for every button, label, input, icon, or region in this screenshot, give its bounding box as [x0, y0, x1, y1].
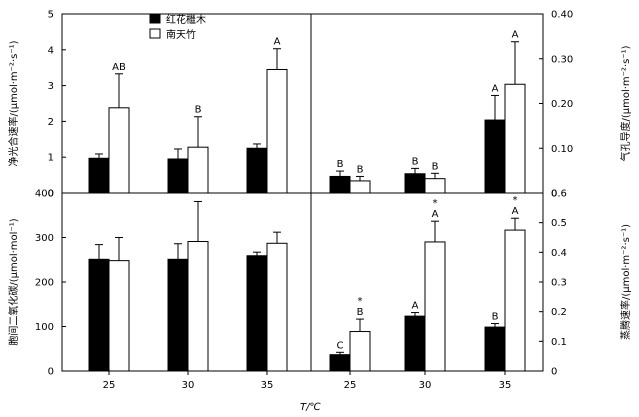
x-tick-label: 25: [103, 380, 116, 391]
significance-label: A: [432, 209, 439, 220]
y-tick-label: 2: [48, 117, 54, 128]
bar: [167, 258, 189, 372]
bar: [88, 157, 110, 194]
y-tick-label: 0: [551, 189, 557, 200]
x-tick-label: 35: [499, 380, 512, 391]
x-tick-label: 35: [261, 380, 274, 391]
significance-label: *: [513, 195, 518, 206]
significance-label: A: [492, 83, 499, 94]
bar: [329, 354, 351, 372]
bar: [167, 158, 189, 194]
bar: [246, 255, 268, 372]
significance-label: B: [412, 156, 419, 167]
significance-label: A: [274, 37, 281, 48]
significance-label: B: [357, 164, 364, 175]
panel-bottom-right: 0 0.1 0.2 0.3 0.4 0.5 0.6 蒸腾速率/(μmol·m⁻²·s⁻¹) C A…: [329, 189, 632, 378]
y-tick-label: 0.3: [551, 278, 567, 289]
bar: [108, 260, 130, 372]
bar: [424, 178, 446, 194]
y-tick-label: 0: [551, 367, 557, 378]
legend-swatch-nandina: [149, 28, 161, 39]
y-tick-label: 0.1: [551, 337, 567, 348]
bar: [329, 175, 351, 194]
y-axis-title: 净光合速率/(μmol·m⁻²·s⁻¹): [7, 40, 20, 166]
y-tick-label: 0.5: [551, 218, 567, 229]
significance-label: A: [512, 206, 519, 217]
significance-label: B: [492, 312, 499, 323]
y-tick-label: 400: [35, 189, 54, 200]
significance-label: B: [357, 307, 364, 318]
y-tick-label: 4: [48, 45, 54, 56]
bar: [404, 315, 426, 372]
legend-label-red-loropetalum: 红花檵木: [166, 13, 206, 26]
y-tick-label: 3: [48, 81, 54, 92]
y-tick-label: 0: [48, 189, 54, 200]
y-tick-label: 100: [35, 322, 54, 333]
legend: 红花檵木 南天竹: [149, 13, 206, 41]
panel-top-right: 0 0.10 0.20 0.30 0.40 气孔导度/(μmol·m⁻²·s⁻¹) B B A B…: [329, 10, 632, 200]
significance-label: *: [433, 198, 438, 209]
y-tick-label: 0.20: [551, 99, 573, 110]
significance-label: *: [358, 296, 363, 307]
panel-bottom-left: 0 100 200 300 400 胞间二氧化碳/(μmol·mol⁻¹): [7, 189, 288, 378]
legend-label-nandina: 南天竹: [166, 28, 196, 41]
significance-label: AB: [112, 62, 126, 73]
significance-label: B: [432, 161, 439, 172]
bar: [266, 242, 288, 372]
significance-label: A: [412, 301, 419, 312]
significance-label: B: [337, 159, 344, 170]
bar: [504, 83, 526, 194]
bar: [484, 119, 506, 194]
bar: [349, 180, 371, 194]
y-axis-title: 胞间二氧化碳/(μmol·mol⁻¹): [7, 218, 20, 345]
bar: [187, 241, 209, 372]
y-tick-label: 0: [48, 367, 54, 378]
panel-top-left: 0 1 2 3 4 5 净光合速率/(μmol·m⁻²·s⁻¹) AB B A: [7, 10, 288, 200]
bar: [484, 326, 506, 372]
y-tick-label: 0.4: [551, 248, 567, 259]
legend-swatch-red-loropetalum: [149, 13, 161, 24]
x-tick-label: 30: [419, 380, 432, 391]
significance-label: B: [195, 105, 202, 116]
y-tick-label: 0.2: [551, 307, 567, 318]
x-axis-title: T/℃: [300, 402, 321, 413]
x-tick-label: 25: [344, 380, 357, 391]
y-tick-label: 0.40: [551, 10, 573, 21]
bar: [404, 173, 426, 194]
y-axis-title: 气孔导度/(μmol·m⁻²·s⁻¹): [619, 45, 632, 161]
y-tick-label: 0.10: [551, 144, 573, 155]
y-tick-label: 0.6: [551, 189, 567, 200]
bar: [88, 258, 110, 372]
significance-label: A: [512, 30, 519, 41]
y-tick-label: 300: [35, 233, 54, 244]
y-axis-title: 蒸腾速率/(μmol·m⁻²·s⁻¹): [619, 224, 632, 340]
bar: [266, 68, 288, 194]
y-tick-label: 0.30: [551, 54, 573, 65]
y-tick-label: 1: [48, 153, 54, 164]
significance-label: C: [337, 340, 344, 351]
bar: [504, 229, 526, 372]
y-tick-label: 200: [35, 278, 54, 289]
bar: [246, 147, 268, 194]
bar: [349, 331, 371, 372]
y-tick-label: 5: [48, 10, 54, 21]
bar: [424, 241, 446, 372]
x-tick-label: 30: [182, 380, 195, 391]
bar: [187, 146, 209, 194]
bar: [108, 107, 130, 194]
